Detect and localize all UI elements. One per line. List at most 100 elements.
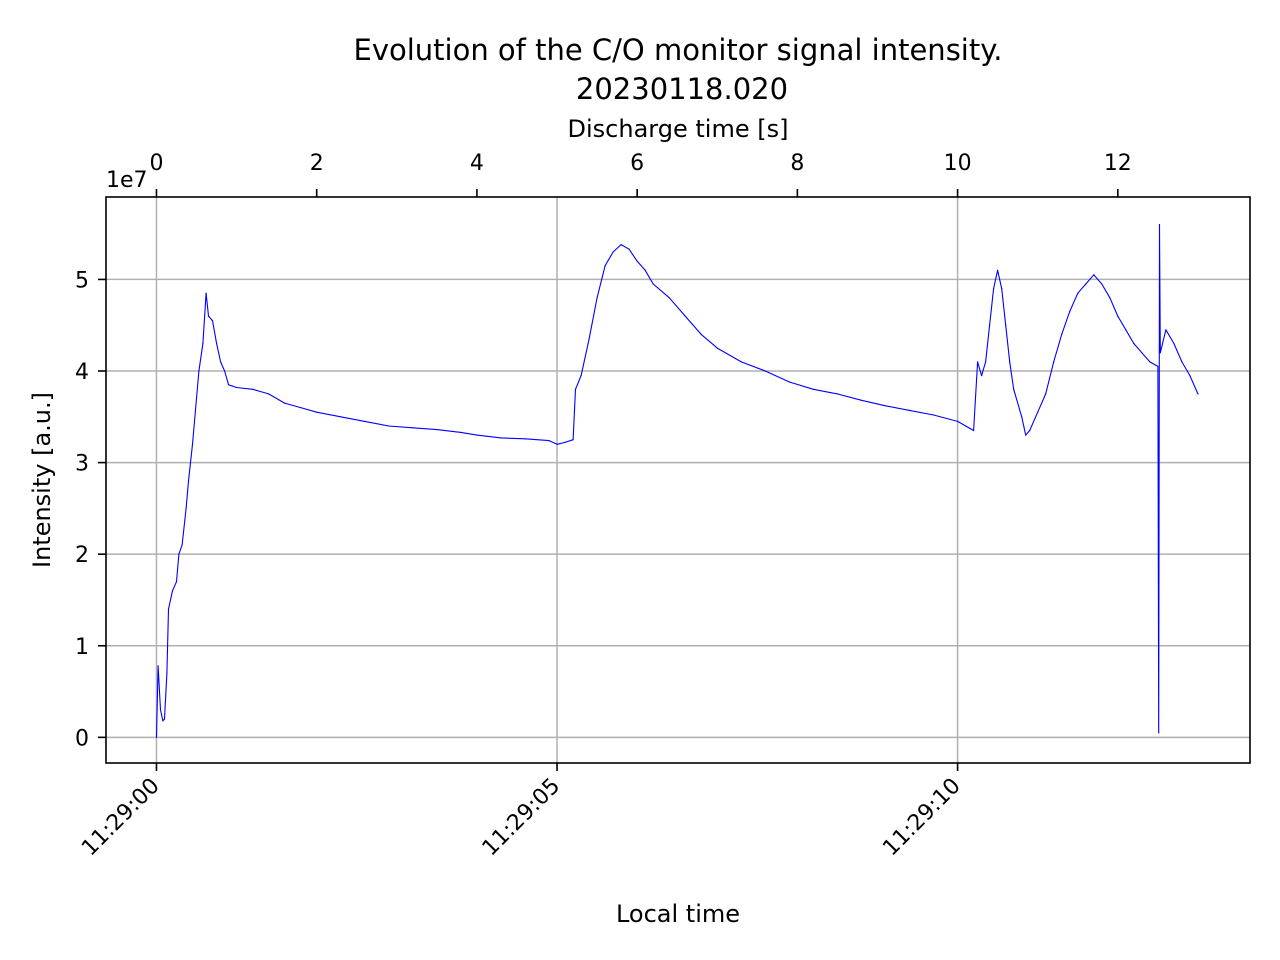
data-point — [1173, 342, 1175, 345]
data-point — [628, 248, 630, 250]
data-point — [580, 375, 582, 377]
data-point — [1069, 310, 1071, 313]
data-point — [1141, 352, 1143, 354]
data-point — [175, 581, 178, 583]
data-point — [977, 361, 979, 363]
data-point — [185, 507, 187, 509]
top-tick-label: 8 — [790, 151, 804, 176]
data-point — [548, 440, 550, 442]
y-axis-label: Intensity [a.u.] — [28, 392, 56, 568]
y-tick-label: 2 — [75, 543, 89, 568]
data-point — [340, 416, 342, 418]
chart-title: Evolution of the C/O monitor signal inte… — [354, 33, 1003, 67]
data-point — [981, 375, 983, 377]
chart-subtitle: 20230118.020 — [576, 72, 788, 106]
data-point — [524, 438, 526, 440]
data-point — [167, 608, 170, 610]
data-point — [812, 388, 815, 390]
y-tick-label: 3 — [75, 452, 89, 477]
data-point — [684, 315, 686, 317]
data-point — [620, 244, 622, 246]
data-point — [1157, 365, 1159, 367]
data-point — [500, 437, 502, 439]
data-point — [556, 443, 558, 445]
data-point — [1025, 434, 1027, 436]
top-tick-label: 2 — [310, 151, 324, 176]
data-point — [564, 441, 566, 443]
data-point — [1085, 283, 1087, 285]
data-point — [574, 388, 577, 390]
y-tick-label: 1 — [75, 635, 89, 660]
data-point — [1101, 283, 1103, 285]
data-point — [1061, 333, 1063, 335]
data-point — [588, 338, 590, 340]
data-point — [476, 434, 478, 436]
data-point — [252, 388, 254, 390]
data-point — [973, 429, 975, 432]
data-point — [207, 315, 210, 317]
data-point — [236, 386, 238, 389]
data-point — [157, 665, 159, 667]
data-point — [178, 553, 180, 555]
top-tick-label: 12 — [1104, 151, 1132, 176]
data-point — [644, 269, 646, 271]
data-point — [205, 292, 207, 294]
data-point — [636, 260, 638, 262]
data-point — [1189, 375, 1191, 377]
data-point — [171, 590, 174, 592]
data-point — [202, 342, 204, 345]
data-point — [166, 672, 168, 674]
data-point — [1165, 329, 1167, 331]
data-point — [933, 414, 935, 416]
data-point — [195, 397, 198, 400]
data-point — [181, 544, 183, 546]
data-point — [211, 320, 214, 322]
data-point — [652, 283, 654, 285]
data-point — [700, 333, 702, 335]
data-point — [1045, 393, 1047, 395]
data-point — [159, 709, 162, 711]
data-point — [1053, 361, 1055, 363]
top-tick-label: 0 — [149, 151, 163, 176]
data-point — [989, 324, 991, 326]
x-tick-label: 11:29:10 — [878, 774, 966, 862]
data-point — [1158, 732, 1160, 734]
data-point — [604, 265, 606, 267]
data-point — [596, 297, 598, 299]
data-point — [1009, 361, 1011, 363]
grid-layer — [106, 197, 1250, 763]
data-point — [364, 420, 366, 422]
data-point — [1181, 361, 1183, 363]
data-point — [716, 347, 718, 349]
data-point — [224, 370, 226, 372]
series-line — [155, 223, 1199, 738]
data-point — [612, 251, 614, 253]
data-point — [908, 409, 911, 411]
data-point — [993, 288, 995, 290]
data-point — [1037, 411, 1039, 413]
data-point — [268, 393, 270, 395]
data-point — [163, 718, 166, 720]
x-tick-label: 11:29:05 — [478, 774, 566, 862]
data-point — [220, 361, 222, 363]
data-point — [1093, 274, 1095, 276]
data-point — [1029, 429, 1031, 432]
data-point — [198, 370, 200, 372]
data-point — [884, 405, 887, 407]
top-tick-label: 4 — [470, 151, 484, 176]
data-point — [300, 407, 302, 409]
y-tick-label: 5 — [75, 268, 89, 293]
top-tick-label: 10 — [944, 151, 972, 176]
data-point — [740, 361, 742, 363]
data-point — [788, 381, 791, 383]
plot-frame — [105, 196, 1251, 764]
y-tick-label: 4 — [75, 360, 89, 385]
data-point — [284, 402, 286, 404]
data-point — [162, 720, 164, 722]
series-layer — [155, 223, 1199, 739]
data-point — [985, 361, 987, 363]
top-axis-label: Discharge time [s] — [568, 115, 789, 143]
data-point — [997, 269, 999, 271]
data-point — [1001, 288, 1003, 290]
